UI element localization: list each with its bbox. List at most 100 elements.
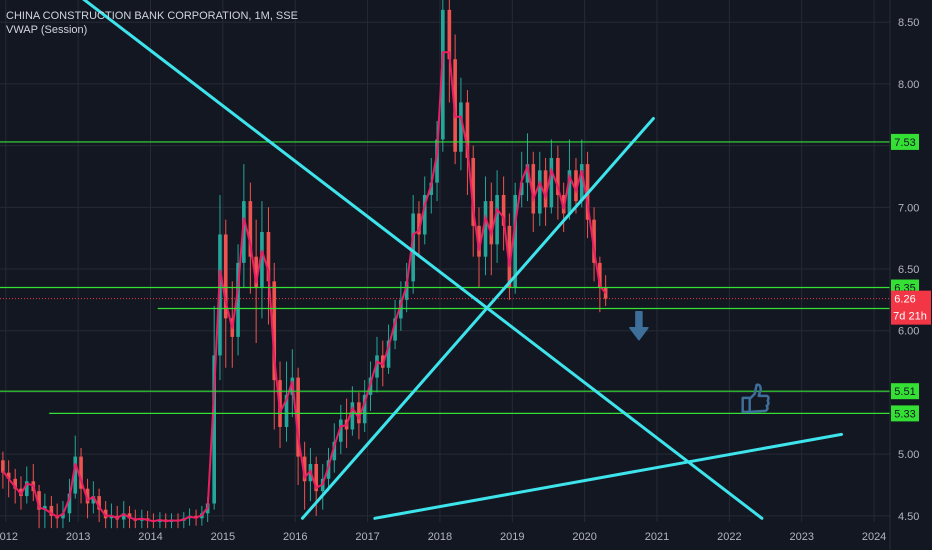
vwap-line bbox=[2, 51, 607, 523]
candle-body bbox=[248, 201, 253, 257]
x-tick-label: 2016 bbox=[283, 531, 307, 543]
trend-lines[interactable] bbox=[78, 0, 844, 520]
level-price-badge bbox=[891, 405, 919, 422]
time-axis[interactable]: 2012 2013 2014 2015 2016 2017 2018 2019 2020 2021… bbox=[0, 531, 886, 543]
candle-body bbox=[212, 355, 216, 504]
x-tick-label: 2021 bbox=[645, 531, 669, 543]
indicator-label[interactable]: VWAP (Session) bbox=[6, 24, 88, 36]
candle-body bbox=[531, 164, 536, 214]
drawing-annotations[interactable] bbox=[629, 311, 770, 414]
candle-body bbox=[380, 355, 385, 368]
candle-body bbox=[103, 509, 108, 519]
candle-body bbox=[495, 194, 499, 245]
candle-body bbox=[254, 256, 258, 288]
thumbs-up-icon[interactable] bbox=[741, 383, 770, 414]
candle-body bbox=[109, 515, 114, 519]
y-tick-label: 8.50 bbox=[898, 17, 919, 29]
candle-body bbox=[574, 170, 578, 202]
candle-body bbox=[91, 496, 96, 504]
candle-body bbox=[338, 419, 343, 442]
horizontal-levels[interactable] bbox=[0, 141, 890, 415]
candle-body bbox=[362, 394, 367, 424]
candle-body bbox=[422, 194, 427, 235]
candle-body bbox=[465, 102, 470, 158]
candle-body bbox=[223, 234, 228, 319]
x-tick-label: 2020 bbox=[572, 531, 596, 543]
candle-body bbox=[513, 194, 517, 288]
candle-body bbox=[85, 488, 90, 504]
trend-line[interactable] bbox=[300, 116, 655, 520]
candle-body bbox=[236, 262, 240, 337]
candle-body bbox=[592, 219, 596, 263]
bar-countdown-label: 7d 21h bbox=[893, 311, 927, 323]
x-tick-label: 2022 bbox=[717, 531, 741, 543]
x-tick-label: 2012 bbox=[0, 531, 18, 543]
candle-body bbox=[79, 456, 83, 489]
candle-body bbox=[49, 505, 54, 516]
candle-body bbox=[477, 225, 481, 257]
candle-body bbox=[447, 9, 452, 60]
candle-body bbox=[127, 513, 132, 519]
x-tick-label: 2015 bbox=[211, 531, 235, 543]
candle-body bbox=[1, 460, 5, 473]
candle-body bbox=[501, 194, 506, 226]
candle-body bbox=[296, 377, 300, 457]
candle-body bbox=[121, 513, 126, 520]
level-price-label: 7.53 bbox=[894, 137, 915, 149]
candle-body bbox=[404, 281, 409, 300]
y-tick-label: 4.50 bbox=[898, 511, 919, 523]
candle-body bbox=[453, 59, 457, 152]
candle-body bbox=[549, 157, 554, 208]
candle-body bbox=[399, 299, 403, 319]
x-tick-label: 2017 bbox=[355, 531, 379, 543]
candle-body bbox=[67, 493, 72, 514]
candle-body bbox=[97, 496, 101, 510]
candle-body bbox=[302, 456, 307, 482]
candle-body bbox=[332, 441, 337, 461]
level-price-label: 5.51 bbox=[894, 386, 915, 398]
candle-body bbox=[598, 262, 602, 288]
level-price-label: 5.33 bbox=[894, 408, 915, 420]
candle-body bbox=[519, 182, 524, 195]
candle-body bbox=[411, 213, 415, 282]
y-tick-label: 8.00 bbox=[898, 79, 919, 91]
candle-body bbox=[556, 157, 560, 195]
candle-body bbox=[13, 478, 18, 489]
x-tick-label: 2023 bbox=[789, 531, 813, 543]
candle-body bbox=[435, 139, 439, 183]
candle-body bbox=[483, 201, 488, 257]
candle-body bbox=[441, 9, 445, 140]
thumb-shape bbox=[741, 383, 770, 414]
candle-body bbox=[567, 170, 572, 214]
candle-body bbox=[24, 481, 29, 497]
candle-body bbox=[459, 102, 463, 152]
candle-body bbox=[489, 201, 494, 245]
candle-body bbox=[357, 402, 361, 424]
candlestick-series bbox=[1, 0, 608, 529]
y-tick-label: 6.50 bbox=[898, 264, 919, 276]
trend-line[interactable] bbox=[78, 0, 764, 520]
x-tick-label: 2024 bbox=[862, 531, 886, 543]
x-tick-label: 2018 bbox=[428, 531, 452, 543]
y-tick-label: 5.00 bbox=[898, 449, 919, 461]
candle-body bbox=[543, 170, 548, 208]
candle-body bbox=[429, 182, 434, 195]
down-arrow-icon[interactable] bbox=[629, 311, 649, 341]
last-price-badge bbox=[891, 290, 931, 325]
candle-body bbox=[507, 225, 512, 288]
level-price-badge bbox=[891, 133, 919, 150]
trend-line[interactable] bbox=[373, 432, 844, 520]
x-tick-label: 2019 bbox=[500, 531, 524, 543]
candle-body bbox=[73, 456, 78, 494]
last-price-label: 6.26 bbox=[894, 294, 915, 306]
candle-body bbox=[537, 170, 542, 214]
candle-body bbox=[37, 491, 41, 510]
candle-body bbox=[579, 164, 584, 202]
chart-legend: CHINA CONSTRUCTION BANK CORPORATION, 1M,… bbox=[6, 9, 298, 37]
symbol-title[interactable]: CHINA CONSTRUCTION BANK CORPORATION, 1M,… bbox=[6, 10, 298, 22]
y-tick-label: 7.00 bbox=[898, 202, 919, 214]
candle-body bbox=[375, 355, 379, 378]
